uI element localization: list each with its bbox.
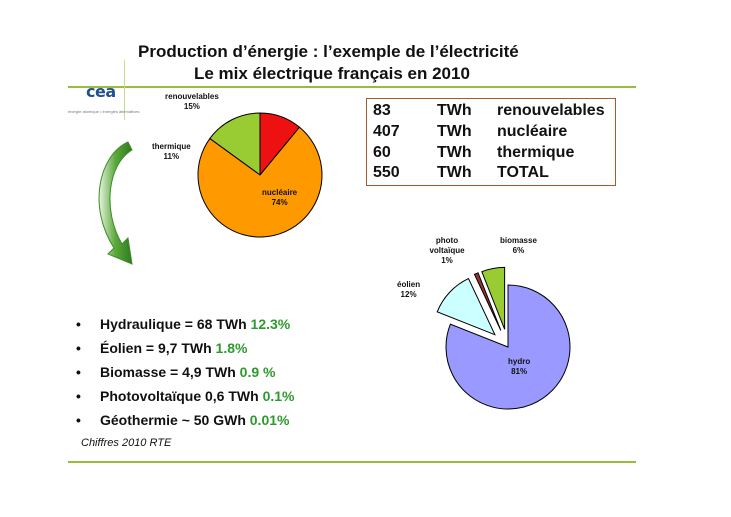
table-cell-label: renouvelables (497, 102, 605, 119)
bullet-marker: • (76, 364, 81, 380)
curved-arrow-icon (98, 141, 133, 265)
bottom-rule (68, 461, 636, 463)
title-line-1: Production d’énergie : l’exemple de l’él… (138, 42, 519, 61)
bullet-text-wrap: Géothermie ~ 50 GWh 0.01% (100, 412, 289, 428)
bullet-text-wrap: Biomasse = 4,9 TWh 0.9 % (100, 364, 275, 380)
bullet-text: Hydraulique = 68 TWh (100, 316, 251, 332)
table-cell-value: 407 (373, 123, 400, 140)
pie2-label-eolien-name: éolien (397, 280, 421, 289)
left-rule (124, 60, 125, 120)
table-cell-value: 83 (373, 102, 391, 119)
table-cell-unit: TWh (437, 123, 472, 140)
table-cell-label: thermique (497, 144, 575, 161)
bullet-marker: • (76, 388, 81, 404)
pie1-label-renouvelables-value: 15% (183, 102, 200, 111)
pie1-label-nucleaire: nucléaire 74% (262, 188, 297, 208)
pie-chart-renewables (436, 266, 571, 410)
pie2-label-biomasse-value: 6% (512, 246, 525, 255)
pie1-label-renouvelables: renouvelables 15% (165, 92, 219, 112)
title-line-2: Le mix électrique français en 2010 (194, 64, 470, 83)
pie-slice-photo-voltaïque (473, 272, 502, 331)
pie2-label-photovoltaique-value: 1% (441, 256, 453, 265)
top-rule (68, 86, 636, 88)
logo-tagline: énergie atomique • énergies alternatives (68, 109, 140, 114)
pie1-label-thermique-value: 11% (163, 152, 180, 161)
pie2-label-eolien-value: 12% (400, 290, 417, 299)
pie2-label-eolien: éolien 12% (397, 280, 420, 300)
pie-slice-nucléaire (197, 126, 323, 238)
pie-slice-hydro (445, 284, 571, 410)
logo-wordmark: cea (86, 82, 116, 101)
bullet-text-wrap: Hydraulique = 68 TWh 12.3% (100, 316, 290, 332)
energy-table: 83 TWh renouvelables 407 TWh nucléaire 6… (366, 98, 616, 186)
bullet-percent: 1.8% (215, 340, 248, 356)
bullet-text-wrap: Éolien = 9,7 TWh 1.8% (100, 340, 247, 356)
pie2-label-biomasse: biomasse 6% (500, 236, 537, 256)
pie-slice-éolien (436, 277, 496, 336)
bullet-percent: 0.1% (262, 388, 295, 404)
pie2-label-photovoltaique: photo voltaïque 1% (424, 236, 470, 266)
pie1-label-thermique: thermique 11% (152, 142, 191, 162)
table-cell-label: nucléaire (497, 123, 568, 140)
bullet-text: Géothermie ~ 50 GWh (100, 412, 250, 428)
pie1-label-renouvelables-name: renouvelables (165, 92, 219, 101)
table-cell-unit: TWh (437, 102, 472, 119)
pie2-label-hydro-name: hydro (508, 357, 531, 366)
bullet-text: Photovoltaïque 0,6 TWh (100, 388, 263, 404)
table-cell-value: 550 (373, 164, 400, 181)
bullet-percent: 0.9 % (239, 364, 276, 380)
bullet-marker: • (76, 340, 81, 356)
pie1-label-thermique-name: thermique (152, 142, 191, 151)
pie-slice-biomasse (481, 266, 506, 330)
bullet-text-wrap: Photovoltaïque 0,6 TWh 0.1% (100, 388, 294, 404)
pie1-label-nucleaire-name: nucléaire (262, 188, 298, 197)
source-note: Chiffres 2010 RTE (81, 437, 172, 449)
bullet-marker: • (76, 316, 81, 332)
pie2-label-hydro-value: 81% (511, 367, 528, 376)
table-cell-label: TOTAL (497, 164, 549, 181)
pie2-label-biomasse-name: biomasse (500, 236, 537, 245)
bullet-percent: 0.01% (249, 412, 290, 428)
table-cell-value: 60 (373, 144, 391, 161)
table-cell-unit: TWh (437, 144, 472, 161)
table-cell-unit: TWh (437, 164, 472, 181)
pie-chart-mix (197, 112, 323, 238)
bullet-text: Éolien = 9,7 TWh (100, 340, 216, 356)
bullet-percent: 12.3% (250, 316, 291, 332)
bullet-marker: • (76, 412, 81, 428)
pie2-label-photovoltaique-name: photo voltaïque (429, 236, 465, 255)
pie2-label-hydro: hydro 81% (508, 357, 530, 377)
pie1-label-nucleaire-value: 74% (271, 198, 288, 207)
pie-slice-renouvelables (209, 112, 261, 176)
bullet-text: Biomasse = 4,9 TWh (100, 364, 240, 380)
